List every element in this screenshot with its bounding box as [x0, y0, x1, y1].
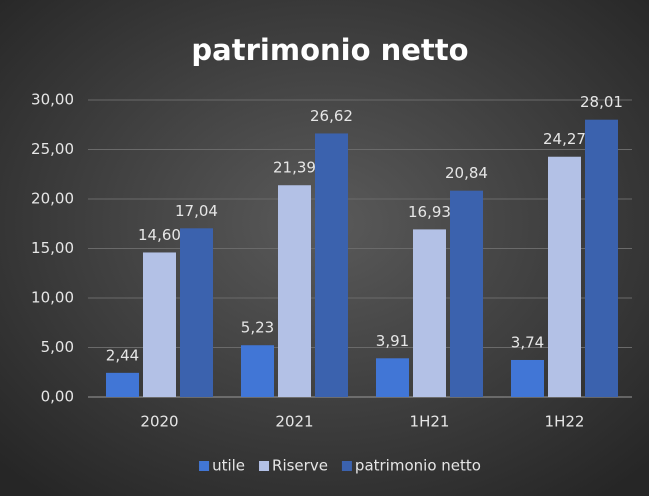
x-tick-label: 1H21 — [410, 413, 450, 431]
data-label: 16,93 — [408, 203, 451, 221]
x-tick-label: 2020 — [140, 413, 178, 431]
data-label: 3,74 — [511, 333, 544, 351]
bar — [241, 345, 274, 397]
bar — [511, 359, 544, 397]
y-tick-label: 0,00 — [41, 388, 74, 406]
data-label: 21,39 — [273, 159, 316, 177]
bar — [585, 119, 618, 398]
x-tick-label: 2021 — [275, 413, 313, 431]
bar — [413, 229, 446, 397]
data-label: 3,91 — [376, 332, 409, 350]
legend-label: Riserve — [272, 457, 328, 475]
data-label: 2,44 — [106, 346, 139, 364]
bar — [180, 228, 213, 397]
x-tick-label: 1H22 — [545, 413, 585, 431]
data-label: 17,04 — [175, 202, 218, 220]
data-label: 20,84 — [445, 164, 488, 182]
y-tick-label: 10,00 — [31, 289, 74, 307]
data-label: 14,60 — [138, 226, 181, 244]
legend-swatch — [199, 461, 210, 471]
y-tick-label: 5,00 — [41, 338, 74, 356]
data-label: 24,27 — [543, 130, 586, 148]
bar — [548, 156, 581, 397]
bar — [106, 372, 139, 397]
chart-title: patrimonio netto — [191, 33, 468, 67]
bar — [450, 190, 483, 397]
data-label: 26,62 — [310, 107, 353, 125]
y-tick-label: 20,00 — [31, 190, 74, 208]
y-tick-label: 30,00 — [31, 91, 74, 109]
legend-swatch — [259, 461, 270, 471]
data-label: 28,01 — [580, 93, 623, 111]
data-label: 5,23 — [241, 319, 274, 337]
y-tick-label: 25,00 — [31, 140, 74, 158]
bar — [376, 358, 409, 397]
bar — [315, 133, 348, 397]
legend-swatch — [341, 461, 352, 471]
legend-label: utile — [212, 457, 245, 475]
legend-label: patrimonio netto — [355, 457, 481, 475]
y-tick-label: 15,00 — [31, 239, 74, 257]
bar — [278, 185, 311, 397]
bar — [143, 252, 176, 397]
